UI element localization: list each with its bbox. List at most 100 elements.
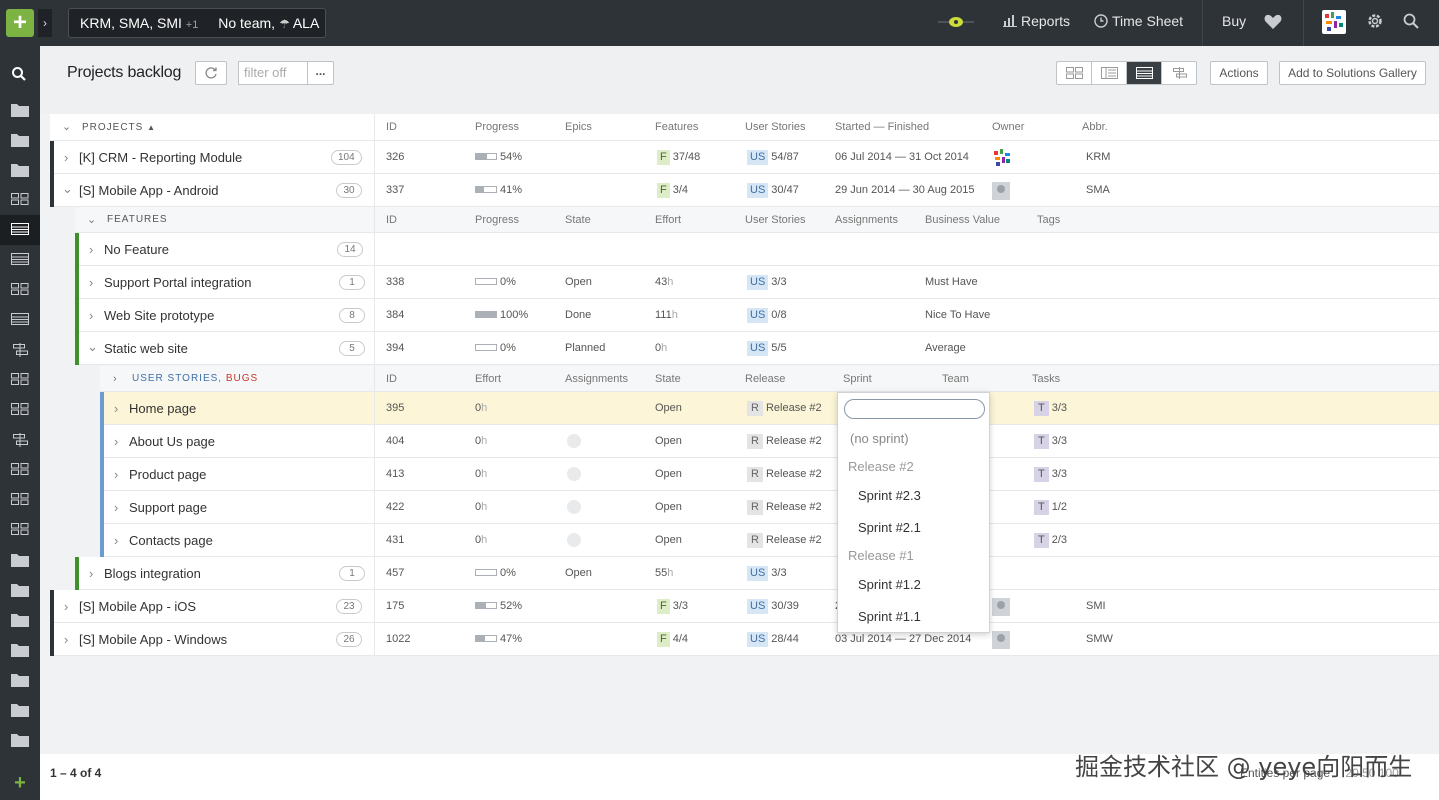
sidebar-item[interactable] xyxy=(0,545,40,575)
chevron-right-icon[interactable]: › xyxy=(89,242,94,257)
col-epics[interactable]: Epics xyxy=(565,121,592,133)
sidebar-item[interactable] xyxy=(0,455,40,485)
sidebar-item[interactable] xyxy=(0,185,40,215)
search-icon[interactable] xyxy=(1403,13,1419,29)
buy-link[interactable]: Buy xyxy=(1222,13,1247,29)
heart-icon[interactable] xyxy=(1264,14,1282,30)
feature-row[interactable]: › Web Site prototype 8 384 100% Done 111h US 0/8… xyxy=(75,299,1439,332)
sidebar-item[interactable] xyxy=(0,125,40,155)
sidebar-item[interactable] xyxy=(0,605,40,635)
state-cell[interactable]: Open xyxy=(655,435,682,447)
chevron-right-icon[interactable]: › xyxy=(64,150,69,165)
col-progress[interactable]: Progress xyxy=(475,121,520,133)
sidebar-search[interactable] xyxy=(0,58,40,88)
feature-name[interactable]: Web Site prototype xyxy=(104,308,215,323)
chevron-right-icon[interactable]: › xyxy=(114,533,119,548)
filter-input[interactable]: filter off xyxy=(238,61,308,85)
chevron-down-icon[interactable]: ⌄ xyxy=(87,214,97,226)
sidebar-item[interactable] xyxy=(0,575,40,605)
state-cell[interactable]: Open xyxy=(655,402,682,414)
sprint-option[interactable]: Sprint #1.1 xyxy=(858,609,921,624)
col-id[interactable]: ID xyxy=(386,373,397,385)
story-name[interactable]: Support page xyxy=(129,500,208,515)
feature-row[interactable]: › Blogs integration 1 457 0% Open 55h US 3/3 xyxy=(75,557,1439,590)
context-selector[interactable]: KRM, SMA, SMI +1 No team, ☂ ALA xyxy=(68,8,326,38)
col-user-stories[interactable]: User Stories xyxy=(745,121,806,133)
owner-avatar[interactable] xyxy=(992,182,1010,200)
col-assignments[interactable]: Assignments xyxy=(565,373,628,385)
chevron-right-icon[interactable]: › xyxy=(113,373,117,385)
sidebar-item[interactable] xyxy=(0,665,40,695)
chevron-right-icon[interactable]: › xyxy=(64,599,69,614)
chevron-right-icon[interactable]: › xyxy=(89,308,94,323)
col-effort[interactable]: Effort xyxy=(475,373,502,385)
story-name[interactable]: About Us page xyxy=(129,434,216,449)
col-features[interactable]: Features xyxy=(655,121,699,133)
sidebar-item[interactable] xyxy=(0,305,40,335)
col-user-stories[interactable]: User Stories xyxy=(745,214,806,226)
projects-column-header[interactable]: PROJECTS ▲ xyxy=(82,114,156,141)
feature-name[interactable]: Blogs integration xyxy=(104,566,201,581)
chevron-down-icon[interactable]: ⌄ xyxy=(62,121,72,133)
feature-name[interactable]: No Feature xyxy=(104,242,170,257)
chevron-right-icon[interactable]: › xyxy=(89,566,94,581)
project-row[interactable]: › [S] Mobile App - Windows 26 1022 47% F 4/4 US… xyxy=(50,623,1439,656)
col-assignments[interactable]: Assignments xyxy=(835,214,898,226)
sidebar-item[interactable] xyxy=(0,335,40,365)
owner-avatar[interactable] xyxy=(992,148,1012,168)
col-sprint[interactable]: Sprint xyxy=(843,373,872,385)
col-business-value[interactable]: Business Value xyxy=(925,214,1001,226)
sidebar-item[interactable] xyxy=(0,485,40,515)
timeline-view-button[interactable] xyxy=(1162,62,1197,84)
sidebar-item[interactable] xyxy=(0,365,40,395)
expand-sidebar-button[interactable]: › xyxy=(38,9,52,37)
col-release[interactable]: Release xyxy=(745,373,786,385)
col-started-finished[interactable]: Started — Finished xyxy=(835,121,930,133)
details-view-button[interactable] xyxy=(1092,62,1127,84)
user-story-row[interactable]: › Support page 422 0h Open R Release #2 T 1/2 xyxy=(100,491,1439,524)
refresh-button[interactable] xyxy=(195,61,227,85)
timesheet-link[interactable]: Time Sheet xyxy=(1094,13,1183,29)
list-view-button[interactable] xyxy=(1127,62,1162,84)
feature-name[interactable]: Static web site xyxy=(104,341,188,356)
story-name[interactable]: Product page xyxy=(129,467,207,482)
user-story-row[interactable]: › Product page 413 0h Open R Release #2 T 3/3 xyxy=(100,458,1439,491)
sidebar-item[interactable] xyxy=(0,215,40,245)
sidebar-item[interactable] xyxy=(0,95,40,125)
more-button[interactable]: ... xyxy=(307,61,334,85)
col-id[interactable]: ID xyxy=(386,121,397,133)
chevron-down-icon[interactable]: ⌄ xyxy=(87,339,98,354)
owner-avatar[interactable] xyxy=(992,598,1010,616)
sprint-search-input[interactable] xyxy=(844,399,985,419)
assignee-avatar[interactable] xyxy=(567,500,581,514)
col-progress[interactable]: Progress xyxy=(475,214,520,226)
col-id[interactable]: ID xyxy=(386,214,397,226)
feature-name[interactable]: Support Portal integration xyxy=(104,275,252,290)
chevron-down-icon[interactable]: ⌄ xyxy=(62,181,73,196)
user-story-row[interactable]: › Home page 395 0h Open R Release #2 T 3/3 xyxy=(100,392,1439,425)
sidebar-item[interactable] xyxy=(0,425,40,455)
sidebar-item[interactable] xyxy=(0,275,40,305)
col-effort[interactable]: Effort xyxy=(655,214,682,226)
release-cell[interactable]: R Release #2 xyxy=(747,458,822,491)
chevron-right-icon[interactable]: › xyxy=(89,275,94,290)
state-cell[interactable]: Open xyxy=(655,468,682,480)
release-cell[interactable]: R Release #2 xyxy=(747,425,822,458)
sprint-option[interactable]: Sprint #2.1 xyxy=(858,520,921,535)
project-name[interactable]: [S] Mobile App - Android xyxy=(79,183,219,198)
sprint-option[interactable]: Sprint #2.3 xyxy=(858,488,921,503)
col-tasks[interactable]: Tasks xyxy=(1032,373,1061,385)
board-view-button[interactable] xyxy=(1057,62,1092,84)
assignee-avatar[interactable] xyxy=(567,467,581,481)
col-state[interactable]: State xyxy=(565,214,591,226)
add-button[interactable]: + xyxy=(6,9,34,37)
per-page-options[interactable]: 20 50 100 xyxy=(1345,766,1399,780)
feature-row[interactable]: › No Feature 14 xyxy=(75,233,1439,266)
project-row[interactable]: › [S] Mobile App - iOS 23 175 52% F 3/3 US 30/39… xyxy=(50,590,1439,623)
owner-avatar[interactable] xyxy=(992,631,1010,649)
actions-button[interactable]: Actions xyxy=(1210,61,1268,85)
project-name[interactable]: [S] Mobile App - iOS xyxy=(79,599,197,614)
story-name[interactable]: Contacts page xyxy=(129,533,213,548)
story-name[interactable]: Home page xyxy=(129,401,197,416)
